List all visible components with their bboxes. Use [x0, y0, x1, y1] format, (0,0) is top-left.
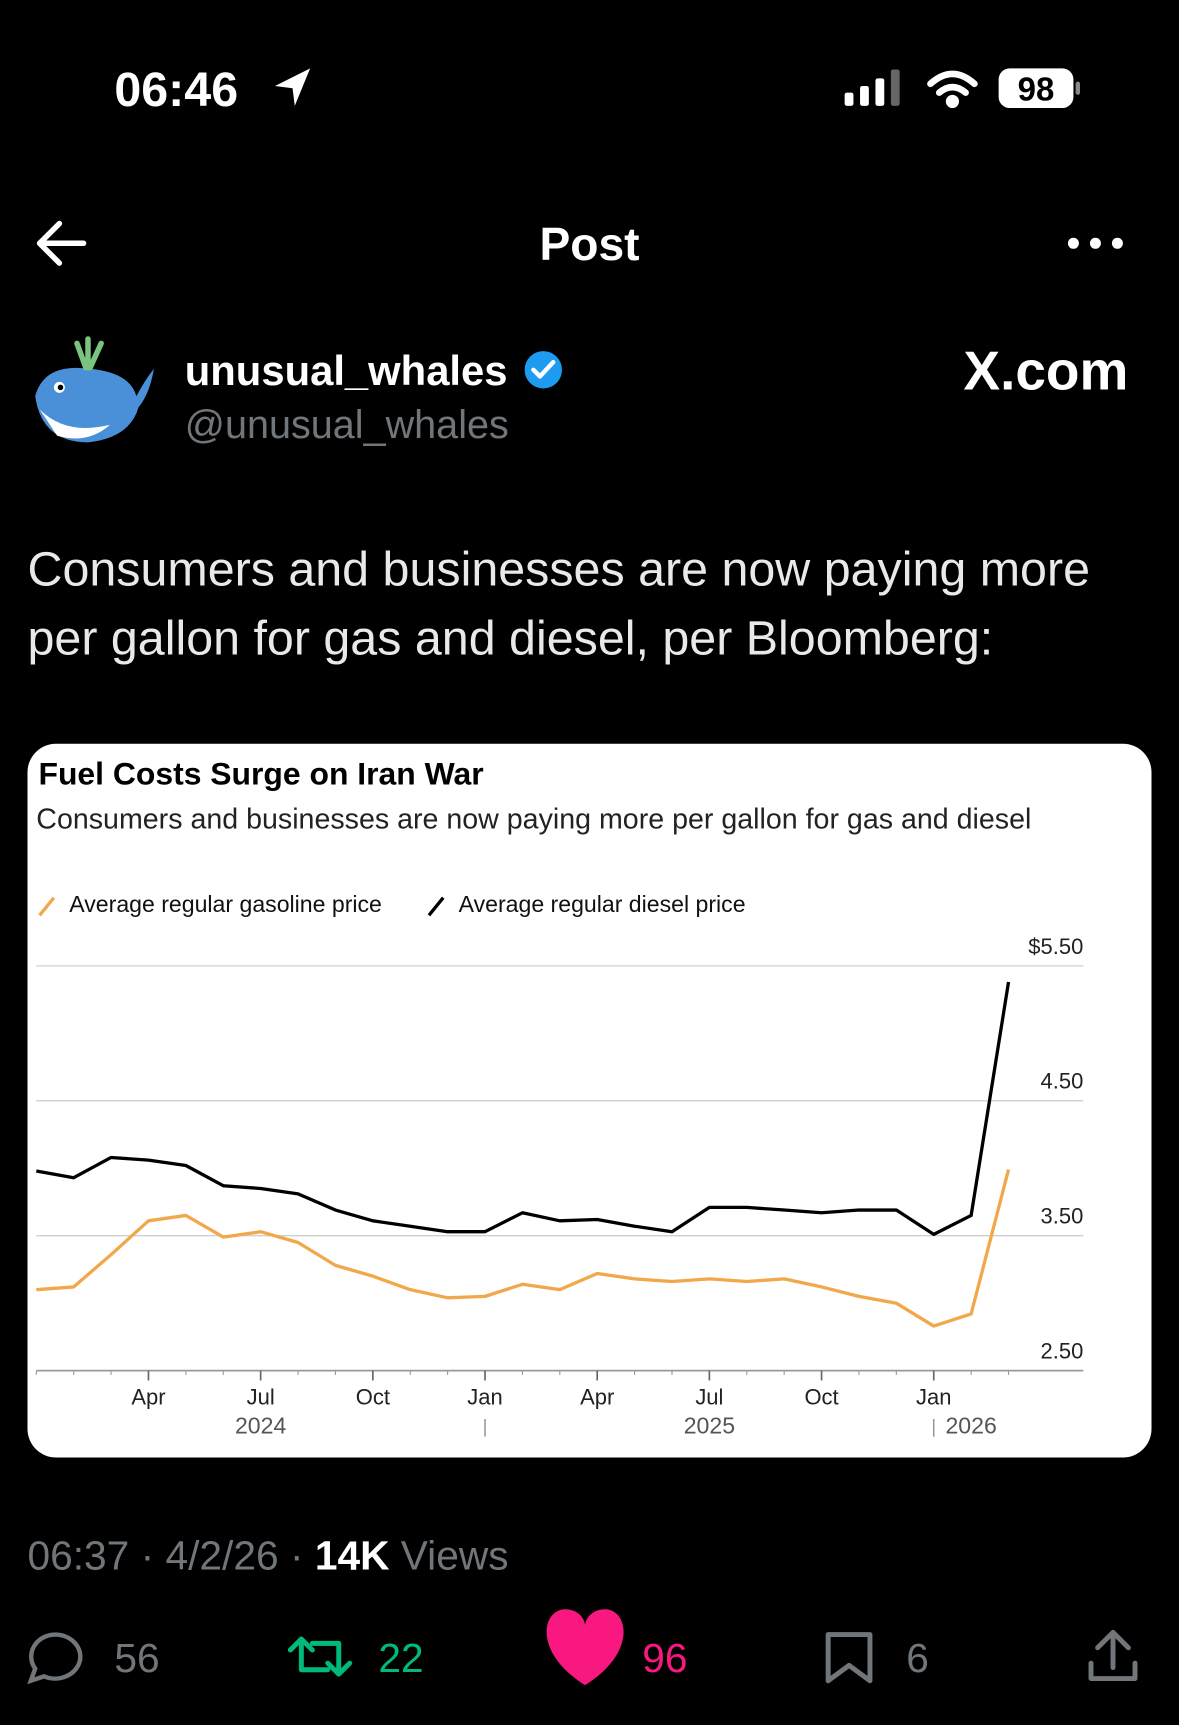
reply-button[interactable] [27, 1632, 83, 1685]
location-icon [274, 68, 311, 106]
x-year-label: 2026 [945, 1412, 996, 1438]
separator: · [290, 1533, 304, 1579]
battery-tip [1075, 81, 1081, 95]
x-year-label: 2024 [235, 1412, 287, 1438]
wifi-icon [927, 70, 978, 109]
views-label: Views [401, 1533, 509, 1579]
x-tick-label: Apr [580, 1385, 614, 1410]
x-tick-label: Jan [467, 1385, 502, 1410]
legend-swatch [427, 896, 445, 917]
series-line [36, 981, 1011, 1236]
share-button[interactable] [1088, 1629, 1138, 1682]
y-tick-label: 2.50 [1041, 1339, 1084, 1364]
battery-level: 98 [1018, 70, 1055, 107]
back-button[interactable] [36, 220, 87, 266]
source-label: X.com [963, 340, 1128, 402]
legend-label: Average regular diesel price [459, 891, 746, 917]
post-text: Consumers and businesses are now paying … [27, 542, 1091, 666]
like-button[interactable] [546, 1609, 624, 1686]
bookmark-button[interactable] [825, 1632, 873, 1684]
post-time: 06:37 [27, 1533, 129, 1579]
author-handle[interactable]: @unusual_whales [185, 403, 509, 447]
x-tick-label: Jul [247, 1385, 275, 1410]
x-tick-label: Oct [356, 1385, 390, 1410]
legend-label: Average regular gasoline price [69, 891, 382, 917]
x-tick-label: Jul [695, 1385, 723, 1410]
more-button[interactable] [1067, 237, 1123, 249]
battery-icon [998, 68, 1074, 109]
y-tick-label: 4.50 [1041, 1069, 1084, 1094]
reply-count: 56 [114, 1635, 159, 1681]
repost-button[interactable] [287, 1636, 353, 1677]
post-date: 4/2/26 [166, 1533, 279, 1579]
y-tick-label: 3.50 [1041, 1204, 1084, 1229]
x-tick-label: Apr [131, 1385, 165, 1410]
chart-subtitle: Consumers and businesses are now paying … [36, 802, 1032, 836]
verified-badge [524, 351, 563, 389]
post-text-box: Consumers and businesses are now paying … [27, 542, 1091, 666]
signal-icon [844, 69, 900, 106]
chart: Average regular gasoline price Average re… [35, 891, 1084, 1438]
view-count: 14K [315, 1533, 390, 1579]
avatar[interactable] [30, 329, 154, 453]
x-year-label: 2025 [684, 1412, 735, 1438]
like-count: 96 [642, 1635, 687, 1681]
bookmark-count: 6 [906, 1635, 929, 1681]
page-title: Post [539, 218, 639, 270]
series-line [36, 1169, 1011, 1328]
repost-count: 22 [378, 1635, 423, 1681]
x-tick-label: Oct [804, 1385, 838, 1410]
author-name[interactable]: unusual_whales [185, 347, 508, 394]
separator: · [141, 1533, 155, 1579]
x-tick-label: Jan [916, 1385, 951, 1410]
chart-title: Fuel Costs Surge on Iran War [38, 755, 483, 791]
legend-swatch [38, 896, 56, 917]
y-tick-label: $5.50 [1028, 934, 1083, 959]
clock: 06:46 [114, 63, 238, 117]
post-meta: 06:37 · 4/2/26 · 14K Views [27, 1533, 508, 1579]
chart-subtitle-box: Consumers and businesses are now paying … [36, 802, 1032, 836]
